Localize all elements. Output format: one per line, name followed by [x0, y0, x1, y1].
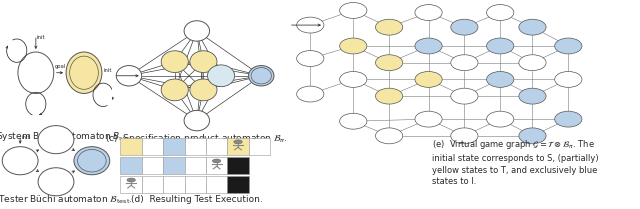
Circle shape [297, 17, 324, 33]
Text: init: init [104, 68, 112, 73]
Bar [227, 138, 249, 155]
Circle shape [340, 71, 367, 87]
Bar [142, 138, 163, 155]
Circle shape [415, 71, 442, 87]
Bar [120, 157, 142, 174]
Bar [227, 157, 249, 174]
Circle shape [190, 79, 217, 101]
Circle shape [297, 86, 324, 102]
Circle shape [38, 168, 74, 196]
Circle shape [486, 5, 514, 20]
Circle shape [451, 128, 478, 144]
Circle shape [451, 19, 478, 35]
Bar [206, 138, 227, 155]
Circle shape [415, 38, 442, 54]
Circle shape [486, 71, 514, 87]
Text: (a)  System Büchi automaton $B_{\mathrm{sys}}$.: (a) System Büchi automaton $B_{\mathrm{s… [0, 131, 134, 144]
Bar [163, 157, 184, 174]
Circle shape [248, 66, 274, 86]
Text: goal: goal [54, 64, 65, 69]
Circle shape [116, 66, 141, 86]
Text: (d)  Resulting Test Execution.: (d) Resulting Test Execution. [131, 195, 262, 204]
Circle shape [207, 65, 235, 87]
Bar [142, 176, 163, 193]
Circle shape [184, 110, 209, 131]
Text: (b)  Tester Büchi automaton $\mathcal{B}_{\mathrm{test}}$.: (b) Tester Büchi automaton $\mathcal{B}_… [0, 194, 132, 206]
Circle shape [340, 38, 367, 54]
Circle shape [74, 147, 110, 175]
Circle shape [340, 3, 367, 18]
Circle shape [38, 126, 74, 154]
Bar [142, 157, 163, 174]
Bar [206, 176, 227, 193]
Circle shape [451, 88, 478, 104]
Circle shape [18, 52, 54, 93]
Circle shape [555, 71, 582, 87]
Bar [206, 157, 227, 174]
Circle shape [519, 19, 546, 35]
Text: (c)  Specification product automaton $\mathcal{B}_{\pi}$.: (c) Specification product automaton $\ma… [106, 132, 288, 145]
Circle shape [161, 51, 188, 73]
Circle shape [161, 79, 188, 101]
Bar [249, 138, 270, 155]
Circle shape [415, 111, 442, 127]
Bar [163, 176, 184, 193]
Circle shape [340, 113, 367, 129]
Bar [120, 176, 142, 193]
Bar [184, 157, 206, 174]
Circle shape [297, 51, 324, 66]
Circle shape [376, 19, 403, 35]
Bar [184, 176, 206, 193]
Bar [184, 138, 206, 155]
Circle shape [415, 5, 442, 20]
Circle shape [190, 51, 217, 73]
Circle shape [376, 55, 403, 71]
Circle shape [66, 52, 102, 93]
Bar [163, 138, 184, 155]
Text: (e)  Virtual game graph $\mathcal{G} = \mathcal{T} \otimes \mathcal{B}_{\pi}$. T: (e) Virtual game graph $\mathcal{G} = \m… [432, 138, 599, 186]
Circle shape [451, 55, 478, 71]
Circle shape [555, 111, 582, 127]
Circle shape [486, 38, 514, 54]
Circle shape [519, 55, 546, 71]
Circle shape [519, 128, 546, 144]
Circle shape [555, 38, 582, 54]
Bar [227, 176, 249, 193]
Circle shape [2, 147, 38, 175]
Circle shape [127, 178, 136, 182]
Circle shape [184, 21, 209, 41]
Circle shape [376, 88, 403, 104]
Circle shape [376, 128, 403, 144]
Circle shape [519, 88, 546, 104]
Circle shape [212, 159, 221, 163]
Circle shape [234, 140, 243, 144]
Text: init: init [37, 35, 45, 40]
Bar [120, 138, 142, 155]
Text: init: init [21, 135, 30, 140]
Circle shape [486, 111, 514, 127]
